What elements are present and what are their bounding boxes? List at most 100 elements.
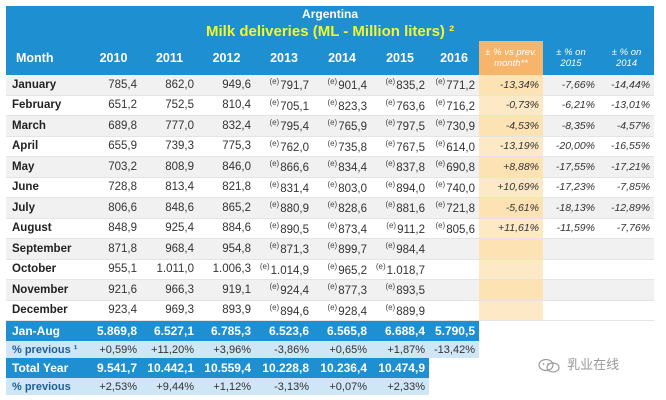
- value-cell-2011: 808,9: [141, 156, 198, 178]
- estimate-marker: (e): [385, 302, 396, 312]
- total-year-cell-2012: 10.559,4: [198, 358, 255, 378]
- value-cell-2015: (e)837,8: [371, 156, 429, 178]
- value-text: 924,4: [280, 285, 309, 298]
- value-text: 925,4: [165, 222, 194, 235]
- value-text: 880,9: [280, 203, 309, 216]
- value-text: 848,9: [108, 222, 137, 235]
- estimate-marker: (e): [435, 179, 446, 189]
- value-cell-2016: [429, 238, 479, 260]
- value-text: 1.011,0: [156, 263, 194, 276]
- value-cell-2015: (e)893,5: [371, 279, 429, 301]
- estimate-marker: (e): [385, 138, 396, 148]
- jan-aug-cell-2016: 5.790,5: [429, 320, 479, 341]
- month-label: December: [6, 300, 86, 321]
- jan-aug-pct-cell-2010: +0,59%: [86, 341, 141, 358]
- value-cell-2014: (e)928,4: [313, 300, 371, 321]
- value-cell-2013: (e)831,4: [255, 177, 313, 198]
- pct-on-2015-cell: -17,55%: [543, 156, 599, 178]
- pct-prev-month-cell: +11,61%: [479, 218, 543, 239]
- value-cell-2013: (e)894,6: [255, 300, 313, 321]
- value-text: 984,4: [396, 244, 425, 257]
- value-cell-2011: 752,5: [141, 95, 198, 116]
- pct-on-2014-cell: [599, 300, 655, 321]
- pct-on-2015-cell: -20,00%: [543, 136, 599, 157]
- jan-aug-pct-cell-2016: -13,42%: [429, 341, 479, 358]
- value-cell-2014: (e)765,9: [313, 115, 371, 137]
- total-year-row: Total Year 9.541,7 10.442,1 10.559,4 10.228…: [6, 358, 655, 378]
- value-cell-2015: (e)835,2: [371, 75, 429, 96]
- value-text: 893,5: [396, 285, 425, 298]
- value-cell-2012: 821,8: [198, 177, 255, 198]
- estimate-marker: (e): [435, 77, 446, 87]
- value-text: 901,4: [338, 80, 367, 93]
- value-cell-2010: 921,6: [86, 279, 141, 301]
- watermark: 乳业在线: [538, 354, 619, 373]
- estimate-marker: (e): [269, 200, 280, 210]
- milk-deliveries-table: Argentina Milk deliveries (ML - Million …: [6, 6, 655, 395]
- jan-aug-pct-cell-2015: +1,87%: [371, 341, 429, 358]
- value-cell-2016: (e)716,2: [429, 95, 479, 116]
- empty-cell: [543, 320, 599, 341]
- value-cell-2013: (e)1.014,9: [255, 259, 313, 280]
- table-row: May 703,2 808,9 846,0 (e)866,6 (e)834,4 (e)837…: [6, 156, 655, 178]
- value-text: 762,0: [280, 141, 309, 154]
- month-label: September: [6, 238, 86, 260]
- value-text: 919,1: [222, 283, 251, 296]
- value-text: 848,6: [165, 201, 194, 214]
- value-cell-2015: (e)1.018,7: [371, 259, 429, 280]
- value-text: 805,6: [446, 223, 475, 236]
- value-text: 721,8: [446, 203, 475, 216]
- pct-on-2015-cell: -8,35%: [543, 115, 599, 137]
- value-cell-2013: (e)762,0: [255, 136, 313, 157]
- value-text: 893,9: [222, 304, 251, 317]
- value-cell-2016: (e)614,0: [429, 136, 479, 157]
- value-text: 969,3: [165, 304, 194, 317]
- estimate-marker: (e): [435, 159, 446, 169]
- jan-aug-label: Jan-Aug: [6, 320, 86, 341]
- value-cell-2014: (e)823,3: [313, 95, 371, 116]
- estimate-marker: (e): [269, 220, 280, 230]
- value-text: 765,9: [338, 121, 367, 134]
- pct-prev-month-cell: [479, 279, 543, 301]
- estimate-marker: (e): [385, 241, 396, 251]
- pct-on-2014-cell: -16,55%: [599, 136, 655, 157]
- pct-on-2014-cell: -7,85%: [599, 177, 655, 198]
- value-text: 949,6: [222, 78, 251, 91]
- value-text: 923,4: [108, 304, 137, 317]
- value-cell-2015: (e)984,4: [371, 238, 429, 260]
- total-year-cell-2011: 10.442,1: [141, 358, 198, 378]
- pct-on-2015-cell: [543, 300, 599, 321]
- estimate-marker: (e): [327, 282, 338, 292]
- value-text: 791,7: [280, 80, 309, 93]
- total-year-cell-2015: 10.474,9: [371, 358, 429, 378]
- column-header-2011: 2011: [141, 41, 198, 75]
- value-cell-2013: (e)890,5: [255, 218, 313, 239]
- value-cell-2010: 871,8: [86, 238, 141, 260]
- empty-cell: [479, 358, 543, 378]
- value-text: 832,4: [222, 119, 251, 132]
- table-title: Argentina: [6, 6, 655, 22]
- estimate-marker: (e): [269, 97, 280, 107]
- value-cell-2012: 954,8: [198, 238, 255, 260]
- value-text: 928,4: [338, 305, 367, 318]
- jan-aug-cell-2010: 5.869,8: [86, 320, 141, 341]
- value-cell-2010: 785,4: [86, 75, 141, 96]
- value-text: 911,2: [397, 223, 425, 236]
- column-header-2012: 2012: [198, 41, 255, 75]
- value-text: 894,0: [396, 182, 425, 195]
- value-cell-2010: 689,8: [86, 115, 141, 137]
- value-text: 806,6: [108, 201, 137, 214]
- value-text: 862,0: [165, 78, 194, 91]
- value-cell-2014: (e)901,4: [313, 75, 371, 96]
- jan-aug-cell-2011: 6.527,1: [141, 320, 198, 341]
- jan-aug-cell-2015: 6.688,4: [371, 320, 429, 341]
- empty-cell: [479, 341, 543, 358]
- value-cell-2013: (e)791,7: [255, 75, 313, 96]
- value-cell-2015: (e)881,6: [371, 197, 429, 219]
- value-text: 835,2: [396, 80, 425, 93]
- value-text: 703,2: [108, 160, 137, 173]
- column-header-2013: 2013: [255, 41, 313, 75]
- value-cell-2013: (e)866,6: [255, 156, 313, 178]
- estimate-marker: (e): [327, 220, 338, 230]
- value-text: 803,0: [338, 182, 367, 195]
